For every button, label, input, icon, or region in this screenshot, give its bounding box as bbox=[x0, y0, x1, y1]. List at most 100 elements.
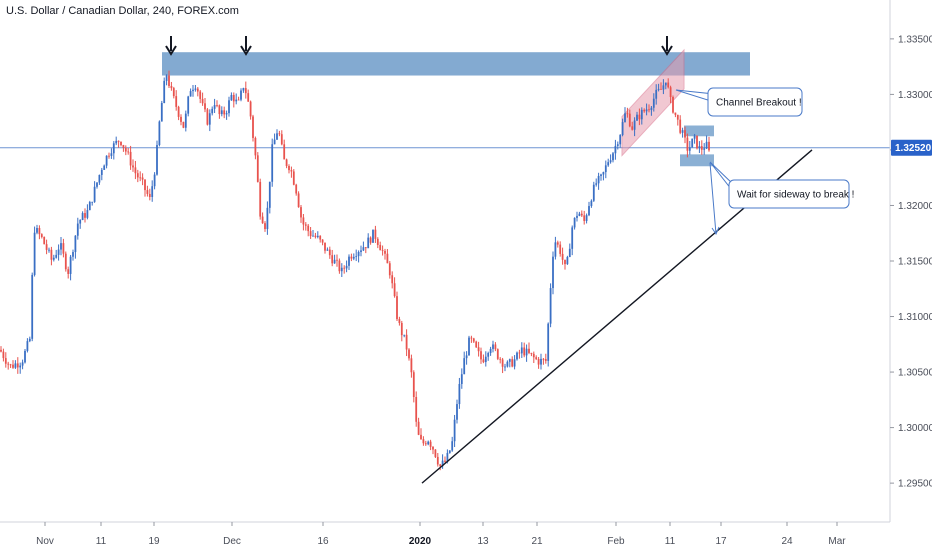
candle-body bbox=[105, 155, 108, 166]
candle-body bbox=[568, 248, 571, 257]
overlays: Channel Breakout ! Wait for sideway to br… bbox=[165, 36, 854, 484]
x-tick-label: 19 bbox=[148, 536, 160, 547]
candle-body bbox=[523, 347, 526, 356]
candle-body bbox=[672, 96, 674, 113]
candle-body bbox=[458, 383, 461, 405]
candle-body bbox=[506, 361, 509, 367]
candle-body bbox=[693, 135, 696, 139]
candle-body bbox=[187, 96, 190, 114]
candle-body bbox=[369, 237, 372, 243]
candle-body bbox=[384, 250, 386, 254]
resistance-zone bbox=[162, 52, 750, 76]
candle-body bbox=[624, 113, 626, 123]
x-tick-label: Feb bbox=[607, 536, 625, 547]
candle-body bbox=[554, 242, 557, 257]
candle-body bbox=[578, 213, 581, 216]
candle-body bbox=[328, 249, 331, 256]
y-tick-label: 1.31000 bbox=[898, 312, 932, 323]
candle-body bbox=[374, 229, 377, 239]
y-tick-label: 1.31500 bbox=[898, 257, 932, 268]
candle-body bbox=[264, 223, 266, 230]
candle-body bbox=[417, 421, 420, 435]
candle-body bbox=[472, 338, 475, 342]
candle-body bbox=[240, 90, 242, 100]
candle-body bbox=[24, 350, 26, 363]
candle-body bbox=[636, 114, 638, 121]
candle-body bbox=[633, 120, 636, 130]
candle-body bbox=[592, 184, 595, 201]
x-tick-label: 17 bbox=[715, 536, 727, 547]
y-tick-label: 1.29500 bbox=[898, 479, 932, 490]
candle-body bbox=[297, 193, 300, 208]
candle-body bbox=[614, 145, 617, 154]
candle-body bbox=[40, 234, 43, 237]
candle-body bbox=[31, 274, 34, 339]
candle-body bbox=[607, 162, 610, 166]
candle-body bbox=[588, 206, 590, 216]
candle-body bbox=[676, 114, 679, 120]
candle-body bbox=[410, 358, 413, 373]
candle-body bbox=[427, 441, 430, 445]
candle-body bbox=[662, 85, 665, 90]
candle-body bbox=[2, 351, 5, 359]
candle-body bbox=[16, 363, 19, 368]
candle-body bbox=[21, 362, 24, 366]
candle-body bbox=[74, 235, 77, 253]
candle-body bbox=[338, 260, 341, 272]
candle-body bbox=[55, 254, 58, 258]
candle-body bbox=[144, 179, 146, 191]
candle-body bbox=[278, 133, 281, 135]
candle-body bbox=[645, 109, 648, 112]
candle-body bbox=[612, 153, 614, 161]
candles bbox=[0, 70, 710, 471]
candle-body bbox=[254, 137, 257, 156]
candle-body bbox=[307, 225, 310, 232]
candle-body bbox=[182, 121, 185, 128]
candle-body bbox=[451, 441, 454, 451]
candle-body bbox=[640, 109, 643, 120]
candle-body bbox=[189, 91, 192, 97]
candle-body bbox=[559, 244, 562, 254]
down-arrow-head bbox=[240, 45, 252, 56]
candle-body bbox=[115, 140, 118, 144]
candle-body bbox=[36, 228, 38, 233]
candle-body bbox=[96, 182, 98, 187]
candle-body bbox=[388, 263, 391, 276]
candle-body bbox=[139, 177, 142, 179]
candle-body bbox=[168, 75, 170, 86]
down-arrow-head bbox=[661, 45, 673, 56]
candle-body bbox=[405, 334, 408, 350]
candle-body bbox=[216, 105, 218, 106]
candle-body bbox=[372, 229, 374, 243]
candle-body bbox=[19, 365, 22, 368]
candle-body bbox=[573, 217, 576, 228]
candle-body bbox=[708, 141, 710, 151]
candle-body bbox=[655, 89, 658, 99]
candle-body bbox=[400, 323, 403, 336]
candle-body bbox=[403, 334, 406, 336]
candle-body bbox=[386, 253, 389, 264]
candle-body bbox=[14, 363, 17, 368]
candle-body bbox=[364, 247, 367, 249]
candle-body bbox=[91, 201, 94, 203]
candle-body bbox=[556, 242, 559, 245]
candle-body bbox=[218, 105, 221, 115]
candle-body bbox=[4, 358, 7, 364]
candle-body bbox=[547, 323, 550, 361]
candle-body bbox=[336, 259, 338, 261]
x-tick-label: 16 bbox=[317, 536, 329, 547]
candle-body bbox=[650, 107, 653, 111]
candle-body bbox=[242, 88, 245, 91]
candle-body bbox=[487, 353, 490, 357]
candle-body bbox=[93, 186, 96, 202]
candle-body bbox=[590, 200, 593, 207]
candle-body bbox=[12, 364, 14, 368]
candle-body bbox=[564, 259, 566, 265]
candle-body bbox=[192, 89, 194, 92]
down-arrow-head bbox=[165, 45, 177, 56]
candle-body bbox=[367, 237, 370, 249]
candle-body bbox=[43, 236, 46, 245]
candle-body bbox=[434, 449, 437, 457]
candle-body bbox=[379, 244, 382, 251]
